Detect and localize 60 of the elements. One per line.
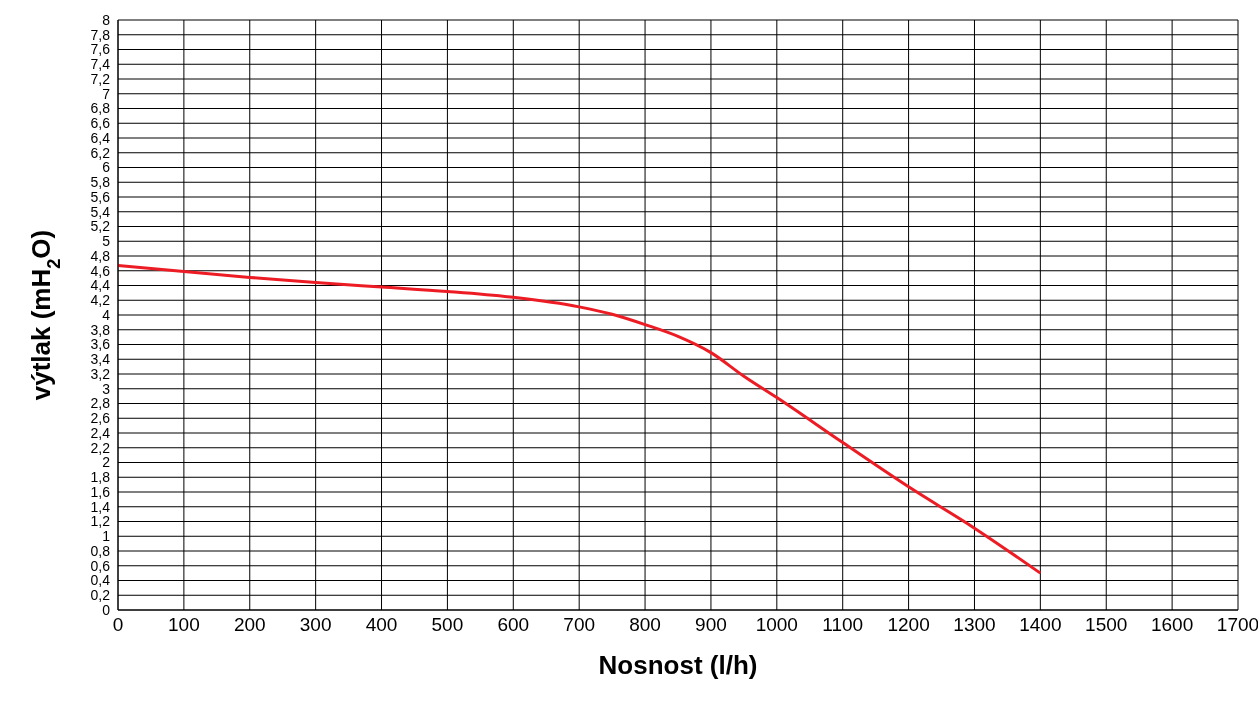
line-series (118, 264, 1042, 575)
y-tick-label: 6,6 (90, 115, 111, 132)
y-tick-label: 4,8 (90, 247, 111, 264)
y-tick-label: 3,8 (90, 321, 111, 338)
y-tick-label: 1,2 (90, 513, 111, 530)
y-tick-label: 1,8 (90, 469, 111, 486)
y-tick-label: 4,2 (90, 292, 111, 309)
y-tick-label: 7,4 (90, 56, 111, 73)
x-tick-label: 900 (695, 614, 727, 636)
x-tick-label: 700 (563, 614, 596, 636)
y-tick-label: 5,6 (90, 188, 111, 205)
y-tick-label: 4 (102, 306, 111, 323)
x-axis-title: Nosnost (l/h) (598, 650, 758, 680)
y-tick-label: 7 (102, 85, 111, 102)
x-tick-label: 1200 (887, 614, 930, 636)
y-tick-label: 0,8 (90, 542, 111, 559)
y-tick-label: 0 (102, 601, 111, 618)
y-tick-label: 3,2 (90, 365, 111, 382)
y-tick-label: 1,6 (90, 483, 111, 500)
y-tick-label: 4,4 (90, 277, 111, 294)
y-tick-label: 1,4 (90, 498, 111, 515)
y-tick-label: 7,6 (90, 41, 111, 58)
y-tick-label: 3,4 (90, 351, 111, 368)
x-tick-label: 1400 (1019, 614, 1062, 636)
y-tick-label: 5,4 (90, 203, 111, 220)
y-tick-label: 2,2 (90, 439, 111, 456)
y-tick-label: 0,4 (90, 572, 111, 589)
y-tick-label: 4,6 (90, 262, 111, 279)
y-tick-label: 3,6 (90, 336, 111, 353)
y-tick-label: 3 (102, 380, 111, 397)
x-tick-label: 1700 (1216, 614, 1258, 636)
x-tick-label: 200 (233, 614, 266, 636)
y-tick-label: 6,2 (90, 144, 111, 161)
y-tick-label: 5 (102, 233, 111, 250)
x-tick-label: 600 (497, 614, 530, 636)
y-tick-label: 6 (102, 159, 111, 176)
y-tick-label: 2,8 (90, 395, 111, 412)
x-tick-label: 400 (365, 614, 398, 636)
y-tick-label: 2,4 (90, 424, 111, 441)
y-tick-label: 5,8 (90, 174, 111, 191)
x-tick-label: 1600 (1150, 614, 1194, 636)
y-tick-label: 6,4 (90, 129, 111, 146)
x-tick-label: 1000 (755, 614, 798, 636)
x-tick-label: 100 (168, 614, 200, 636)
y-tick-label: 7,8 (90, 26, 111, 43)
x-tick-label: 800 (629, 614, 661, 636)
y-tick-label: 0,2 (90, 587, 111, 604)
y-tick-label: 5,2 (90, 218, 111, 235)
y-tick-label: 2 (102, 454, 111, 471)
y-tick-label: 6,8 (90, 100, 111, 117)
y-tick-label: 8 (102, 11, 111, 28)
y-tick-label: 1 (102, 528, 111, 545)
x-tick-label: 1500 (1085, 614, 1128, 636)
x-tick-label: 500 (431, 614, 464, 636)
x-tick-label: 1300 (953, 614, 996, 636)
y-tick-label: 2,6 (90, 410, 111, 427)
y-tick-label: 0,6 (90, 557, 111, 574)
y-tick-label: 7,2 (90, 70, 111, 87)
x-tick-label: 1100 (822, 614, 864, 636)
x-tick-label: 300 (299, 614, 332, 636)
